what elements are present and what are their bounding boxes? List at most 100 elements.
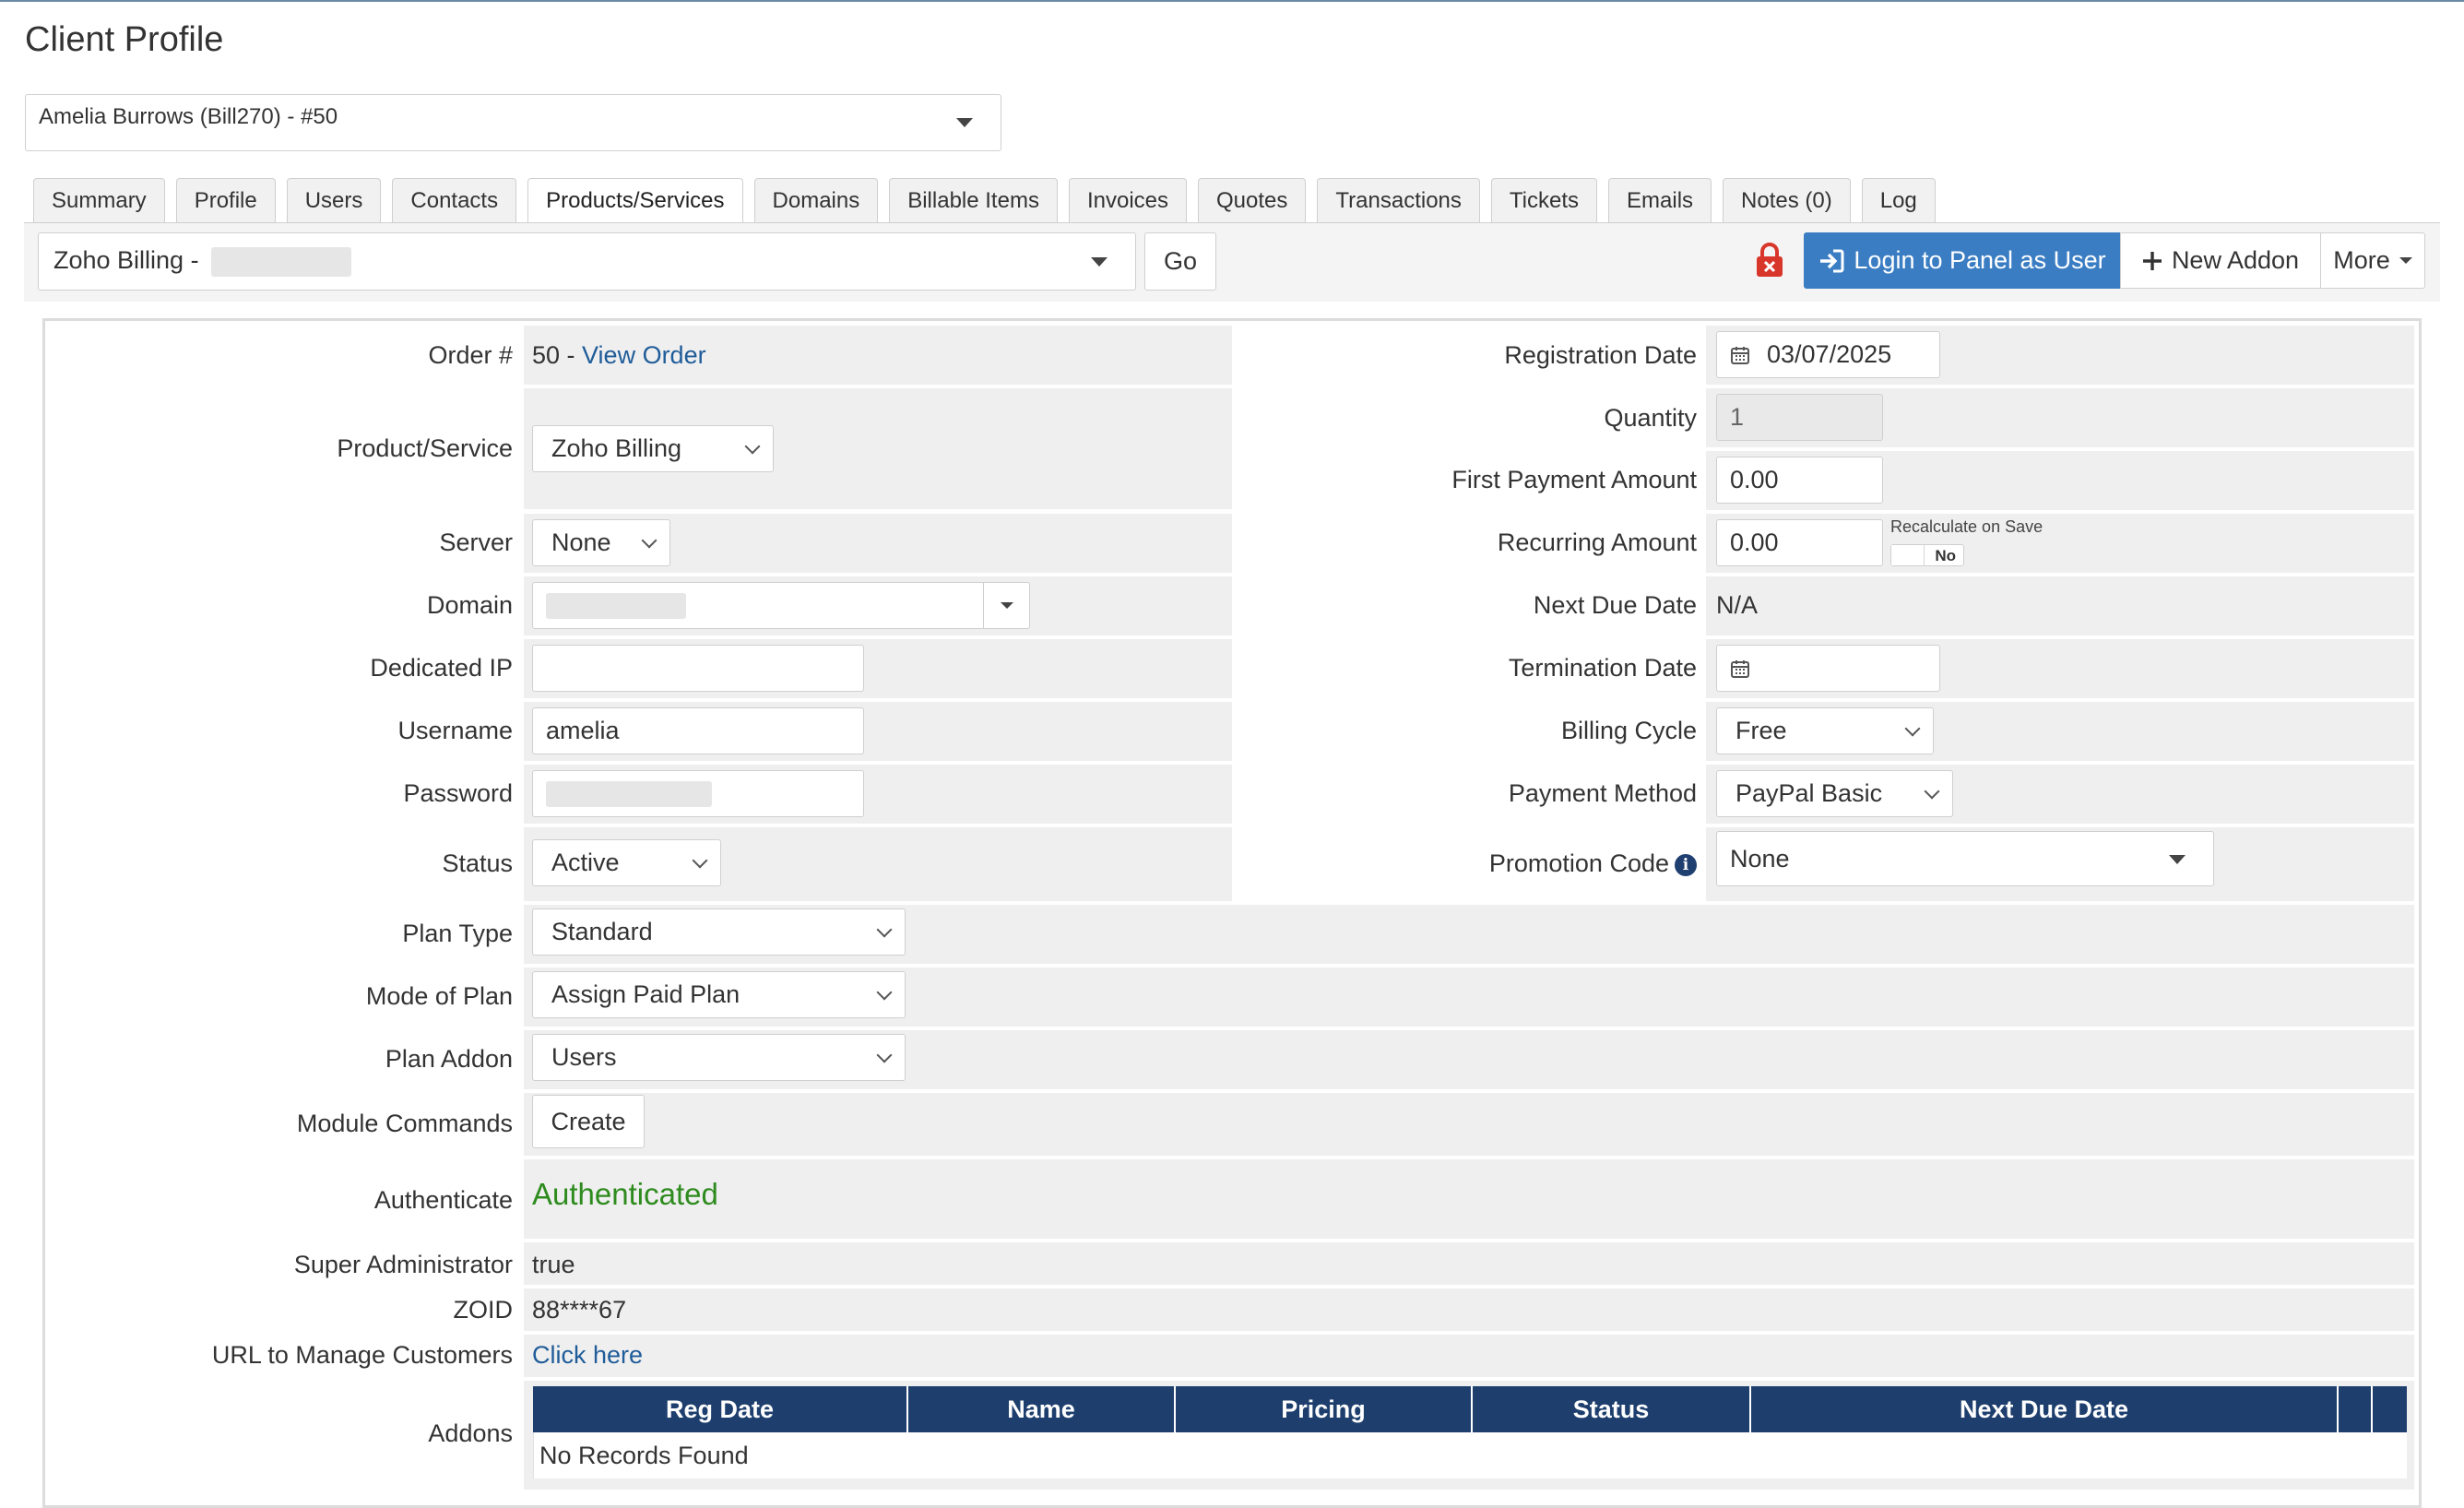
tab-emails[interactable]: Emails: [1608, 178, 1712, 222]
plan-addon-select[interactable]: Users: [532, 1034, 906, 1081]
plan-type-label: Plan Type: [402, 920, 513, 947]
first-payment-input[interactable]: 0.00: [1716, 457, 1883, 504]
plan-addon-label: Plan Addon: [385, 1045, 513, 1073]
tab-domains[interactable]: Domains: [753, 178, 879, 222]
order-cell: [524, 326, 1232, 385]
addons-table-header: Reg Date Name Pricing Status Next Due Da…: [533, 1386, 2407, 1432]
promotion-code-select[interactable]: None: [1716, 831, 2214, 886]
zoid-cell: [524, 1288, 2414, 1331]
status-select[interactable]: Active: [532, 839, 721, 886]
view-order-link[interactable]: View Order: [582, 341, 706, 369]
domain-combobox[interactable]: [532, 582, 1030, 629]
tab-quotes[interactable]: Quotes: [1198, 178, 1307, 222]
sign-in-icon: [1820, 249, 1844, 272]
recalculate-label: Recalculate on Save: [1890, 517, 2043, 536]
mode-of-plan-select-value: Assign Paid Plan: [551, 980, 740, 1008]
promo-label-text: Promotion Code: [1488, 849, 1669, 877]
module-commands-label: Module Commands: [296, 1110, 513, 1137]
plan-addon-select-value: Users: [551, 1043, 617, 1071]
lock-icon[interactable]: [1756, 242, 1783, 279]
tab-products-services[interactable]: Products/Services: [527, 178, 743, 224]
client-select[interactable]: Amelia Burrows (Bill270) - #50: [25, 94, 1001, 151]
super-admin-cell: [524, 1242, 2414, 1285]
info-icon[interactable]: i: [1675, 853, 1697, 876]
tab-users[interactable]: Users: [286, 178, 382, 222]
caret-down-icon: [2169, 855, 2186, 864]
manage-customers-link[interactable]: Click here: [532, 1341, 644, 1369]
super-admin-value: true: [532, 1251, 575, 1278]
recurring-label: Recurring Amount: [1497, 528, 1697, 556]
server-label: Server: [439, 528, 513, 556]
col-status[interactable]: Status: [1473, 1386, 1751, 1432]
toggle-knob: [1891, 545, 1925, 565]
super-admin-label: Super Administrator: [293, 1251, 513, 1278]
product-label: Product/Service: [337, 434, 513, 462]
termination-date-input[interactable]: [1716, 645, 1940, 692]
promo-label: Promotion Code i: [1489, 849, 1697, 878]
payment-method-select[interactable]: PayPal Basic: [1716, 770, 1953, 817]
recalculate-toggle[interactable]: No: [1890, 544, 1964, 566]
client-select-value: Amelia Burrows (Bill270) - #50: [39, 104, 338, 129]
tab-profile[interactable]: Profile: [175, 178, 276, 222]
more-label: More: [2333, 246, 2390, 274]
chevron-down-icon: [876, 921, 893, 937]
registration-date-input[interactable]: 03/07/2025: [1716, 331, 1940, 378]
chevron-down-icon: [692, 852, 708, 868]
tab-billable-items[interactable]: Billable Items: [889, 178, 1058, 222]
zoid-label: ZOID: [453, 1296, 514, 1324]
dedicated-ip-label: Dedicated IP: [370, 654, 513, 682]
col-reg-date[interactable]: Reg Date: [533, 1386, 908, 1432]
chevron-down-icon: [1924, 783, 1940, 799]
authenticate-cell: [524, 1159, 2414, 1239]
addons-table: Reg Date Name Pricing Status Next Due Da…: [533, 1386, 2407, 1478]
tab-invoices[interactable]: Invoices: [1068, 178, 1187, 222]
next-due-value: N/A: [1716, 591, 1759, 619]
quantity-input: 1: [1716, 394, 1883, 441]
create-button[interactable]: Create: [532, 1095, 645, 1148]
registration-date-value: 03/07/2025: [1767, 340, 1892, 368]
chevron-down-icon: [876, 984, 893, 1000]
tab-log[interactable]: Log: [1861, 178, 1936, 222]
redacted-block: [546, 780, 712, 807]
server-select[interactable]: None: [532, 519, 670, 566]
billing-cycle-select-value: Free: [1735, 717, 1787, 744]
col-pricing[interactable]: Pricing: [1176, 1386, 1473, 1432]
plan-type-select[interactable]: Standard: [532, 908, 906, 956]
addons-label: Addons: [428, 1419, 513, 1447]
tab-contacts[interactable]: Contacts: [392, 178, 517, 222]
caret-down-icon: [2399, 257, 2412, 264]
quantity-label: Quantity: [1604, 404, 1697, 432]
product-select[interactable]: Zoho Billing: [532, 425, 774, 472]
url-label: URL to Manage Customers: [211, 1341, 513, 1369]
login-as-user-button[interactable]: Login to Panel as User: [1804, 232, 2121, 289]
next-due-cell: [1706, 576, 2414, 635]
go-button[interactable]: Go: [1144, 232, 1216, 291]
zoid-value: 88****67: [532, 1296, 627, 1324]
new-addon-button[interactable]: New Addon: [2120, 232, 2321, 289]
tab-notes[interactable]: Notes (0): [1723, 178, 1851, 222]
domain-dropdown-button[interactable]: [983, 583, 1029, 628]
tab-tickets[interactable]: Tickets: [1490, 178, 1598, 222]
password-input[interactable]: [532, 770, 864, 817]
more-dropdown-button[interactable]: More: [2320, 232, 2425, 289]
table-row-empty: No Records Found: [533, 1432, 2407, 1478]
chevron-down-icon: [1904, 720, 1921, 736]
caret-down-icon: [1091, 257, 1108, 267]
termination-label: Termination Date: [1508, 654, 1697, 682]
tab-transactions[interactable]: Transactions: [1317, 178, 1480, 222]
col-name[interactable]: Name: [908, 1386, 1176, 1432]
service-select[interactable]: Zoho Billing -: [38, 232, 1136, 291]
recurring-amount-input[interactable]: 0.00: [1716, 519, 1883, 566]
next-due-label: Next Due Date: [1533, 591, 1697, 619]
tab-summary[interactable]: Summary: [33, 178, 165, 222]
mode-of-plan-select[interactable]: Assign Paid Plan: [532, 971, 906, 1018]
dedicated-ip-input[interactable]: [532, 645, 864, 692]
col-action-2: [2373, 1386, 2407, 1432]
username-input[interactable]: amelia: [532, 707, 864, 754]
billing-cycle-select[interactable]: Free: [1716, 707, 1934, 754]
domain-label: Domain: [426, 591, 513, 619]
username-label: Username: [397, 717, 513, 744]
col-next-due-date[interactable]: Next Due Date: [1751, 1386, 2339, 1432]
tab-bar: Summary Profile Users Contacts Products/…: [33, 178, 1936, 224]
product-select-value: Zoho Billing: [551, 434, 682, 462]
